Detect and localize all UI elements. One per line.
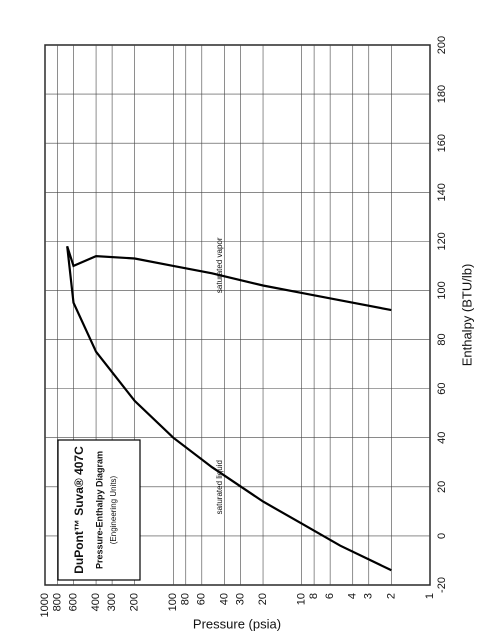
x-tick-label: 120	[436, 232, 448, 250]
y-tick-label: 20	[257, 593, 269, 605]
y-tick-label: 200	[129, 593, 141, 611]
saturation-line	[66, 245, 392, 312]
y-tick-label: 80	[180, 593, 192, 605]
series-label: saturated liquid	[215, 460, 224, 514]
x-tick-label: 180	[436, 85, 448, 103]
y-tick-label: 6	[324, 593, 336, 599]
x-tick-label: 0	[436, 533, 448, 539]
x-tick-label: 160	[436, 134, 448, 152]
y-tick-label: 30	[234, 593, 246, 605]
x-tick-label: 200	[436, 36, 448, 54]
x-tick-label: 140	[436, 183, 448, 201]
y-axis-title: Pressure (psia)	[193, 616, 281, 631]
y-tick-label: 4	[347, 593, 359, 599]
y-tick-label: 1000	[39, 593, 51, 617]
y-tick-label: 400	[90, 593, 102, 611]
saturation-line	[66, 246, 392, 572]
x-tick-label: 100	[436, 281, 448, 299]
x-tick-label: 40	[436, 432, 448, 444]
y-tick-label: 3	[363, 593, 375, 599]
y-tick-label: 10	[296, 593, 308, 605]
y-tick-label: 800	[51, 593, 63, 611]
x-tick-label: 80	[436, 333, 448, 345]
series-label: saturated vapor	[215, 237, 224, 293]
y-tick-label: 40	[218, 593, 230, 605]
x-tick-label: 20	[436, 481, 448, 493]
y-tick-label: 100	[167, 593, 179, 611]
y-tick-label: 8	[308, 593, 320, 599]
chart-note: (Engineering Units)	[109, 475, 118, 544]
y-tick-label: 60	[196, 593, 208, 605]
x-axis-title: Enthalpy (BTU/lb)	[459, 264, 474, 367]
y-tick-label: 1	[424, 593, 436, 599]
marks: saturated liquid saturated vapor	[66, 237, 392, 572]
chart-subtitle: Pressure-Enthalpy Diagram	[94, 451, 104, 569]
y-tick-label: 300	[106, 593, 118, 611]
chart-title: DuPont™ Suva® 407C	[72, 446, 86, 574]
title-box	[57, 439, 141, 581]
grid: -200204060801001201401601802001234681020…	[39, 36, 448, 618]
x-tick-label: -20	[436, 577, 448, 593]
y-tick-label: 2	[385, 593, 397, 599]
x-tick-label: 60	[436, 383, 448, 395]
y-tick-label: 600	[67, 593, 79, 611]
